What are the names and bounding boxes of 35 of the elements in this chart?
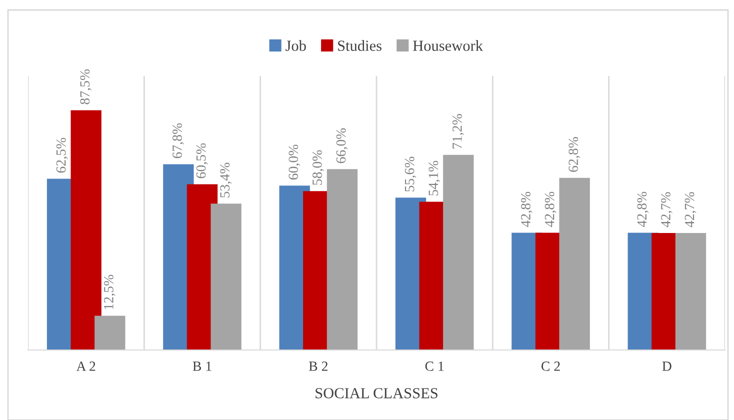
data-label: 54,1% xyxy=(428,160,440,196)
data-label: 55,6% xyxy=(404,156,416,192)
bar xyxy=(94,316,126,350)
x-tick-label: B 2 xyxy=(308,362,328,371)
data-label: 42,8% xyxy=(544,192,556,227)
data-label: 12,5% xyxy=(104,274,116,310)
x-tick-label: D xyxy=(662,362,672,371)
data-label: 87,5% xyxy=(80,69,92,104)
bar xyxy=(70,110,102,350)
bar xyxy=(326,169,358,350)
legend-label: Studies xyxy=(338,40,382,51)
data-label: 58,0% xyxy=(312,150,324,185)
data-label: 53,4% xyxy=(220,162,232,198)
x-tick-label: C 1 xyxy=(425,362,444,371)
data-label: 62,8% xyxy=(568,137,580,172)
bar xyxy=(559,178,590,350)
legend-label: Job xyxy=(286,40,306,51)
x-tick-label: C 2 xyxy=(541,362,560,371)
bar xyxy=(675,233,706,350)
data-label: 62,5% xyxy=(56,138,68,173)
data-label: 42,7% xyxy=(684,192,696,228)
x-axis-title: SOCIAL CLASSES xyxy=(316,388,438,398)
bar xyxy=(443,154,474,350)
data-label: 42,8% xyxy=(521,192,532,227)
legend-label: Housework xyxy=(413,40,484,51)
data-label: 42,7% xyxy=(661,192,672,228)
bar xyxy=(210,204,242,350)
x-tick-label: A 2 xyxy=(76,362,96,371)
data-label: 66,0% xyxy=(336,128,348,164)
data-label: 67,8% xyxy=(172,123,184,158)
data-label: 60,0% xyxy=(288,144,300,180)
data-label: 42,8% xyxy=(637,192,649,227)
data-label: 60,5% xyxy=(196,143,208,178)
x-tick-label: B 1 xyxy=(192,362,212,371)
data-label: 71,2% xyxy=(452,114,464,149)
